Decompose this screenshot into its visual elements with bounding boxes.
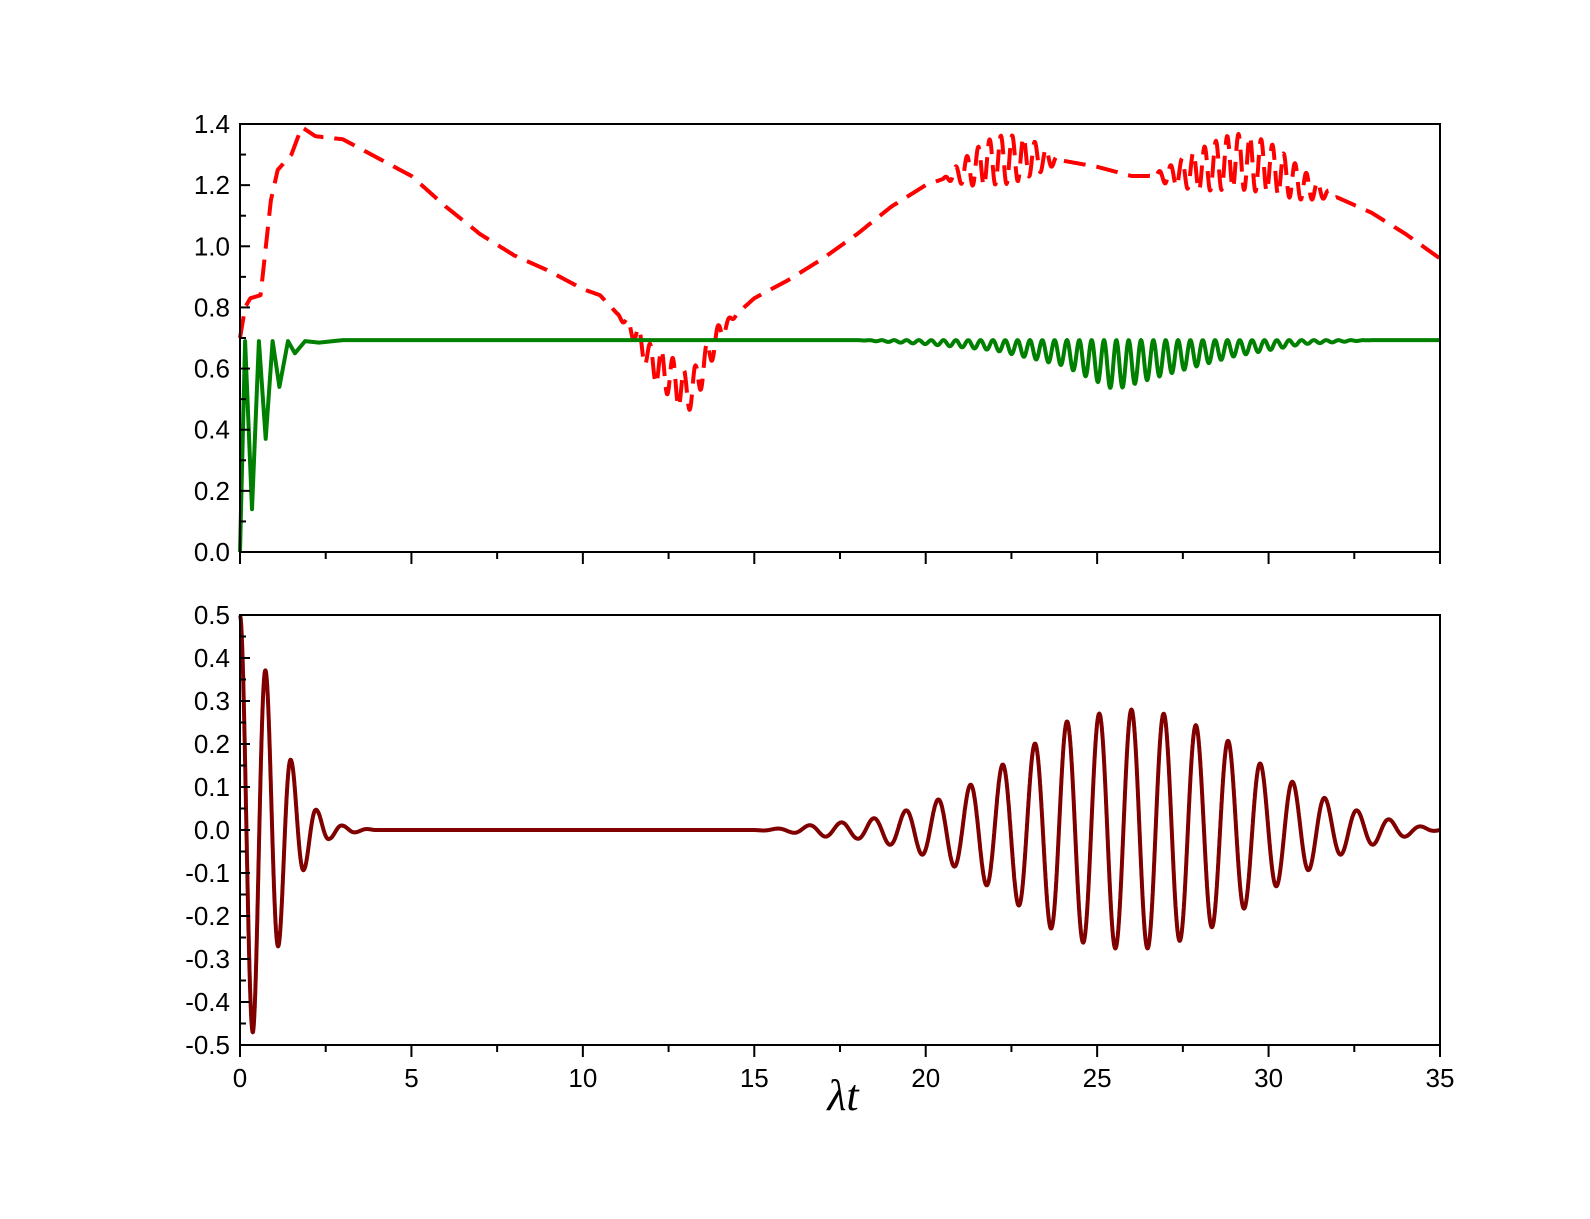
red-dashed-series-line	[238, 125, 1442, 412]
y-tick-label: 0.5	[194, 600, 230, 630]
y-tick-label: -0.3	[185, 944, 230, 974]
x-tick-label: 10	[568, 1063, 597, 1093]
green-series-line	[238, 338, 1442, 553]
y-tick-label: 0.0	[194, 815, 230, 845]
bottom-x-axis: 0 5 10 15 20 25 30 35	[233, 1045, 1455, 1093]
y-tick-label: -0.5	[185, 1030, 230, 1060]
bottom-y-axis: 0.5 0.4 0.3 0.2 0.1 0.0 -0.1 -0.2 -0.3 -0.4 -0.5	[185, 600, 250, 1060]
x-axis-label: λt	[825, 1071, 860, 1120]
darkred-series-line	[238, 613, 1442, 1035]
y-tick-label: 0.2	[194, 729, 230, 759]
y-tick-label: 0.8	[194, 292, 230, 322]
x-tick-label: 15	[740, 1063, 769, 1093]
bottom-panel: 0.5 0.4 0.3 0.2 0.1 0.0 -0.1 -0.2 -0.3 -0.4 -0.5 0…	[185, 600, 1454, 1120]
top-x-axis	[239, 552, 1441, 564]
y-tick-label: 0.0	[194, 537, 230, 567]
y-tick-label: -0.1	[185, 858, 230, 888]
x-tick-label: 20	[911, 1063, 940, 1093]
y-tick-label: -0.4	[185, 987, 230, 1017]
y-tick-label: -0.2	[185, 901, 230, 931]
x-tick-label: 30	[1254, 1063, 1283, 1093]
bottom-plot-area	[238, 613, 1442, 1035]
x-tick-label: 35	[1426, 1063, 1455, 1093]
y-tick-label: 0.4	[194, 415, 230, 445]
y-tick-label: 0.6	[194, 354, 230, 384]
y-tick-label: 0.2	[194, 476, 230, 506]
top-y-axis: 0.0 0.2 0.4 0.6 0.8 1.0 1.2 1.4	[194, 109, 250, 567]
x-tick-label: 0	[233, 1063, 247, 1093]
y-tick-label: 0.1	[194, 772, 230, 802]
y-tick-label: 0.3	[194, 686, 230, 716]
y-tick-label: 1.2	[194, 170, 230, 200]
y-tick-label: 1.4	[194, 109, 230, 139]
x-tick-label: 25	[1083, 1063, 1112, 1093]
y-tick-label: 0.4	[194, 643, 230, 673]
top-panel: 0.0 0.2 0.4 0.6 0.8 1.0 1.2 1.4	[194, 109, 1442, 567]
x-tick-label: 5	[404, 1063, 418, 1093]
y-tick-label: 1.0	[194, 231, 230, 261]
top-plot-area	[238, 125, 1442, 553]
